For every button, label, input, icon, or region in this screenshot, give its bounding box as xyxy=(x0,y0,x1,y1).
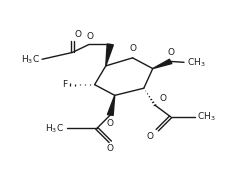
Polygon shape xyxy=(153,59,172,69)
Text: O: O xyxy=(129,44,136,53)
Text: O: O xyxy=(107,145,114,154)
Text: O: O xyxy=(74,30,81,39)
Text: O: O xyxy=(106,119,113,128)
Text: H$_3$C: H$_3$C xyxy=(21,53,40,66)
Text: H$_3$C: H$_3$C xyxy=(45,122,64,135)
Polygon shape xyxy=(107,95,115,115)
Text: O: O xyxy=(159,93,166,102)
Text: O: O xyxy=(147,132,154,141)
Text: O: O xyxy=(168,48,175,57)
Text: CH$_3$: CH$_3$ xyxy=(198,111,216,123)
Text: O: O xyxy=(86,31,93,40)
Text: F: F xyxy=(62,80,67,89)
Polygon shape xyxy=(106,44,113,66)
Text: CH$_3$: CH$_3$ xyxy=(187,56,206,69)
